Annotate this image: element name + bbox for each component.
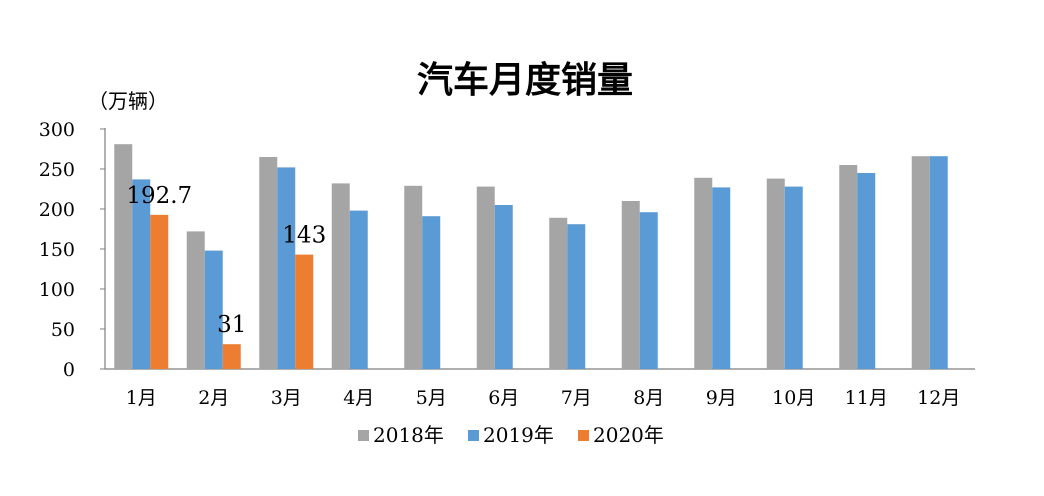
x-tick-label: 10月 [772,387,815,409]
x-tick-label: 4月 [343,387,374,409]
bar-2019年-11月 [857,173,876,369]
bar-2018年-12月 [911,156,930,369]
x-tick-label: 3月 [271,387,302,409]
x-tick-label: 12月 [917,387,960,409]
y-tick-label: 150 [39,239,75,261]
data-label: 143 [282,223,326,249]
bar-2020年-1月 [150,214,169,369]
bar-2018年-2月 [186,231,205,369]
legend-swatch [358,430,369,441]
y-tick-label: 200 [39,199,75,221]
bar-2019年-7月 [567,224,586,369]
bar-2019年-12月 [929,156,948,369]
legend-label: 2019年 [483,423,554,447]
x-tick-label: 2月 [198,387,229,409]
bar-2018年-5月 [404,185,423,369]
y-tick-label: 0 [63,359,75,381]
bars [114,144,948,369]
x-tick-label: 9月 [706,387,737,409]
x-tick-label: 5月 [416,387,447,409]
bar-2018年-3月 [259,157,278,369]
y-tick-label: 100 [39,279,75,301]
bar-2019年-1月 [132,179,151,369]
bar-2020年-2月 [222,344,241,369]
bar-2020年-3月 [295,254,314,369]
bar-2019年-2月 [204,250,223,369]
bar-2019年-10月 [784,186,803,369]
y-axis-unit-label: （万辆） [88,89,168,113]
y-tick-label: 300 [39,119,75,141]
bar-2019年-8月 [639,212,658,369]
legend-label: 2018年 [373,423,444,447]
x-tick-label: 7月 [561,387,592,409]
bar-2019年-6月 [494,205,513,369]
bar-2019年-5月 [422,216,441,369]
bar-2019年-3月 [277,167,296,369]
y-tick-label: 50 [51,319,75,341]
bar-2018年-8月 [621,201,640,369]
y-tick-label: 250 [39,159,75,181]
legend: 2018年 2019年 2020年 [358,423,664,447]
legend-swatch [578,430,589,441]
data-labels: 192.7 31 143 [126,183,326,338]
bar-2018年-7月 [549,217,568,369]
bar-2018年-6月 [476,186,495,369]
chart-title: 汽车月度销量 [417,60,633,101]
bar-2018年-4月 [331,183,350,369]
bar-2018年-1月 [114,144,133,369]
bar-2018年-11月 [839,165,858,369]
data-label: 31 [217,312,246,338]
axes: 0 50 100 150 200 250 300 1月 2月 3月 4月 5月 6月 7月 8月 9月 10月 1… [39,119,975,409]
legend-label: 2020年 [593,423,664,447]
x-tick-label: 8月 [633,387,664,409]
bar-2018年-9月 [694,177,713,369]
legend-swatch [468,430,479,441]
bar-2019年-4月 [349,210,368,369]
x-tick-label: 11月 [845,387,888,409]
x-tick-label: 6月 [488,387,519,409]
bar-2019年-9月 [712,187,731,369]
bar-2018年-10月 [766,178,785,369]
x-tick-label: 1月 [126,387,157,409]
data-label: 192.7 [126,183,192,209]
